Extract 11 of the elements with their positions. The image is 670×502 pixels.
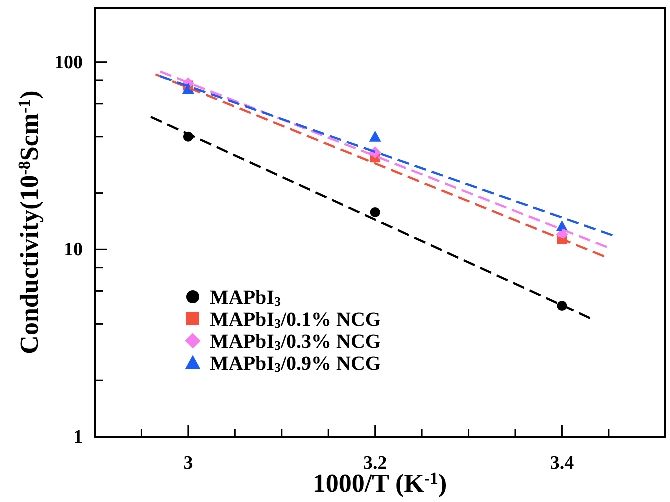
y-tick-label: 1 [74,427,83,448]
legend-label: MAPbI$_{3}$/0.1% NCG [210,309,382,331]
legend-label: MAPbI$_{3}$/0.3% NCG [210,331,382,353]
x-tick-label: 3.4 [550,453,575,474]
legend-label: MAPbI$_{3}$ [210,287,282,309]
point [370,207,380,218]
y-tick-label: 10 [64,240,83,261]
point [369,130,382,142]
y-tick-label: 100 [54,52,83,74]
legend-label: MAPbI$_{3}$/0.9% NCG [210,353,382,375]
x-tick-label: 3 [184,453,194,474]
